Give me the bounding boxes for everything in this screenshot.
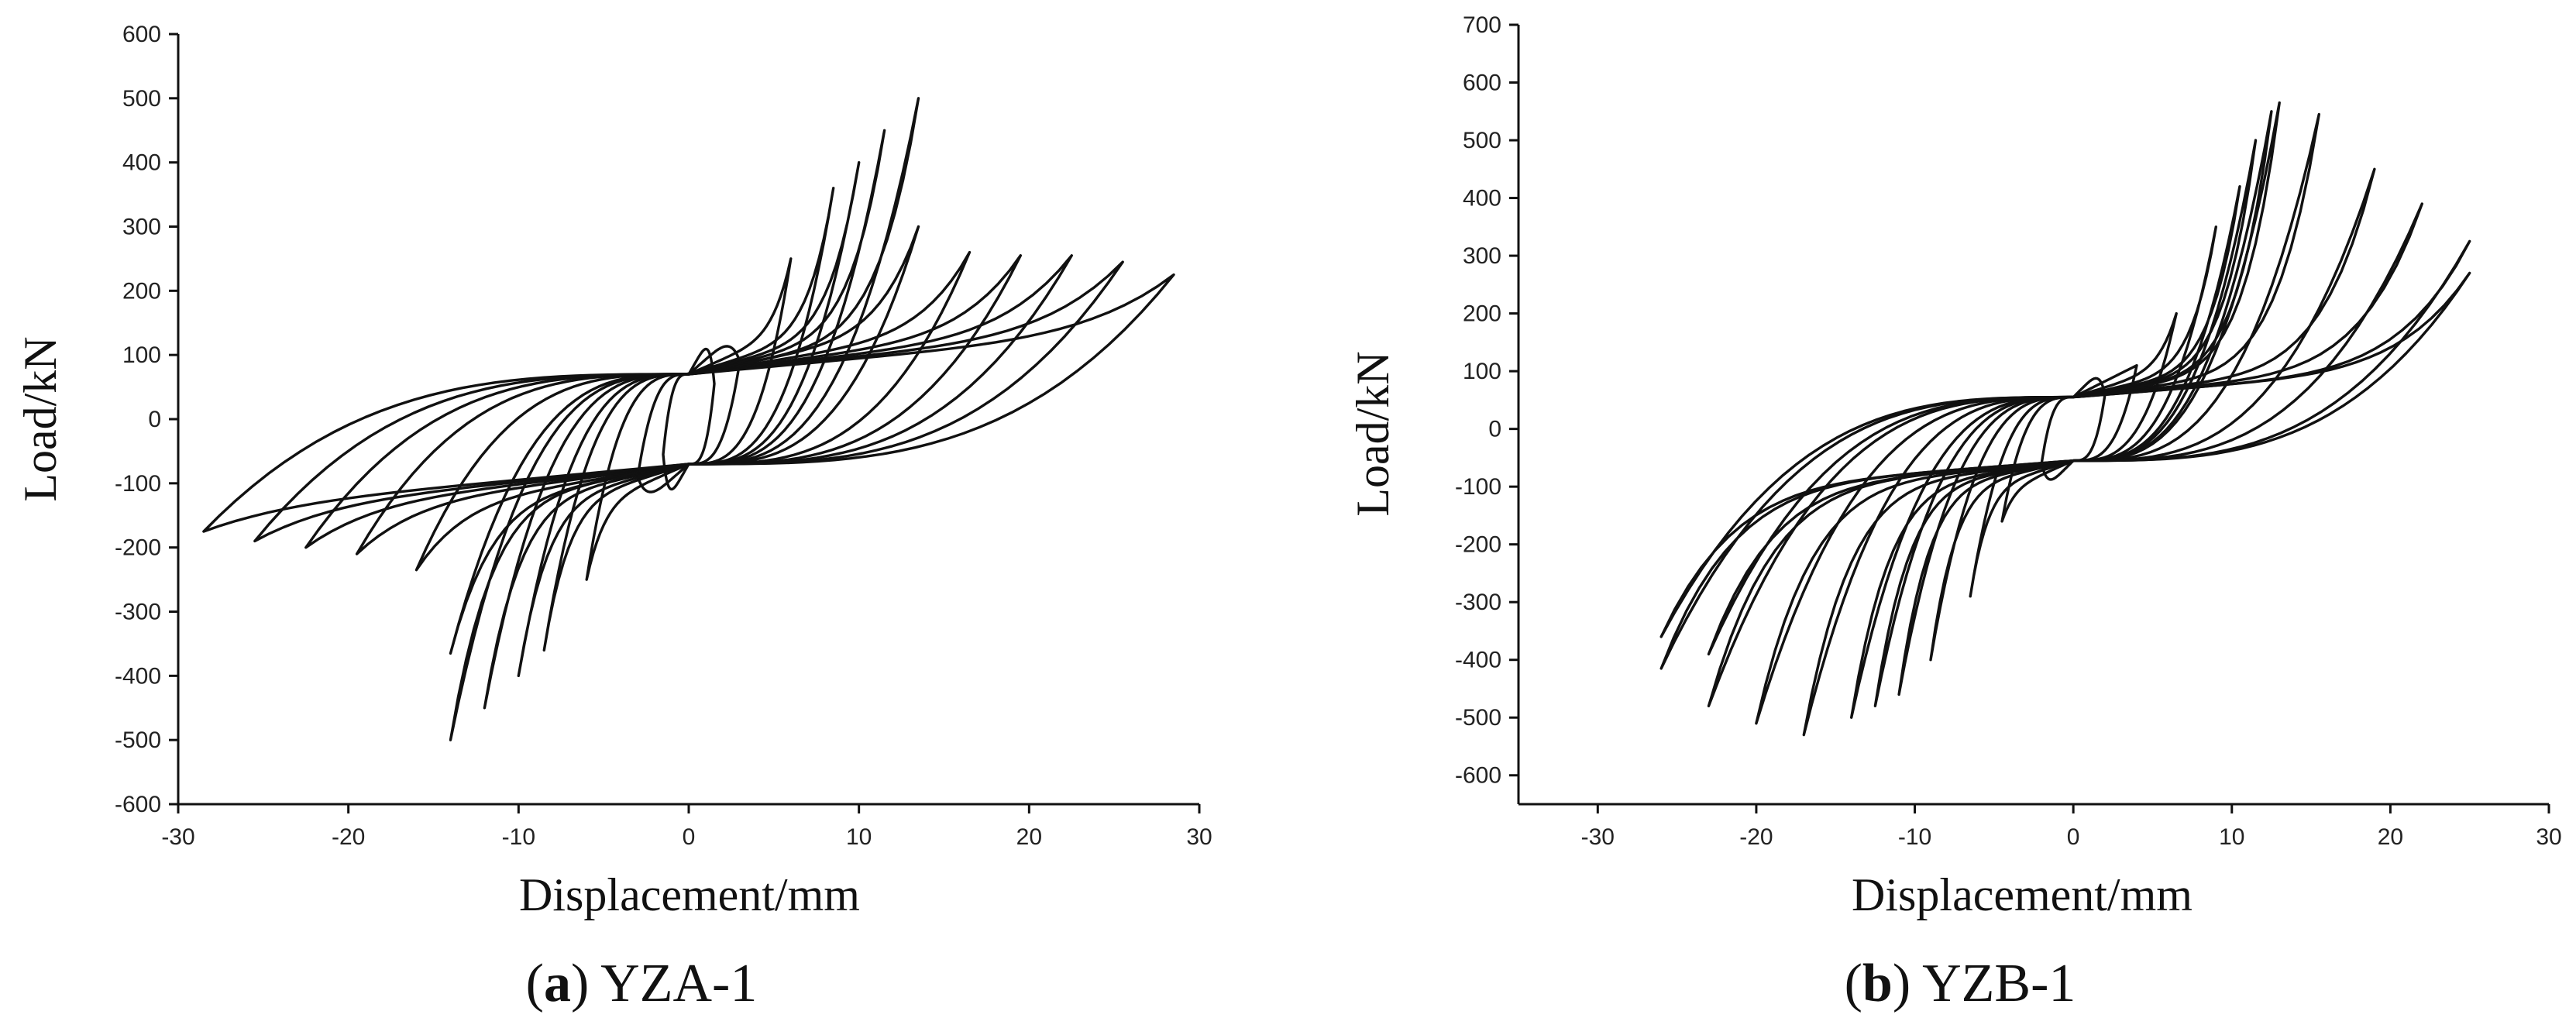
y-tick-label: -200 — [115, 535, 161, 561]
y-tick-label: 500 — [1463, 128, 1501, 153]
x-tick-label: -20 — [1739, 824, 1773, 850]
hysteresis-loop — [1659, 202, 2423, 670]
panel-b-x-ticks: -30 -20 -10 0 10 20 30 — [1581, 804, 2562, 850]
hysteresis-loop — [449, 97, 920, 741]
hysteresis-loop — [1659, 239, 2471, 638]
panel-a-y-ticks: -600 -500 -400 -300 -200 -100 0 100 200 300 400 500… — [115, 22, 178, 817]
hysteresis-loop — [517, 161, 861, 677]
x-tick-label: -20 — [332, 824, 365, 850]
y-tick-label: 600 — [1463, 71, 1501, 96]
hysteresis-loop — [483, 129, 886, 710]
panel-b-hysteresis-loops — [1659, 101, 2471, 737]
y-tick-label: 600 — [122, 22, 161, 47]
panel-b-caption-name: YZB-1 — [1922, 954, 2076, 1013]
y-tick-label: 100 — [122, 342, 161, 368]
hysteresis-loop — [355, 254, 1022, 555]
y-tick-label: -300 — [115, 600, 161, 625]
y-tick-label: -300 — [1455, 590, 1501, 615]
x-tick-label: 30 — [1186, 824, 1212, 850]
panel-a-x-axis-label: Displacement/mm — [519, 869, 860, 920]
y-tick-label: 500 — [122, 86, 161, 112]
hysteresis-loop — [1929, 225, 2217, 662]
y-tick-label: -100 — [115, 471, 161, 497]
x-tick-label: 20 — [1016, 824, 1042, 850]
x-tick-label: -30 — [1581, 824, 1615, 850]
y-tick-label: -500 — [1455, 705, 1501, 731]
y-tick-label: 200 — [1463, 301, 1501, 327]
x-tick-label: 20 — [2378, 824, 2403, 850]
hysteresis-loop — [1707, 271, 2471, 655]
y-tick-label: -600 — [115, 792, 161, 817]
x-tick-label: -10 — [1898, 824, 1931, 850]
y-tick-label: 100 — [1463, 359, 1501, 384]
y-tick-label: -100 — [1455, 474, 1501, 500]
panel-b-caption-letter: b — [1862, 954, 1893, 1013]
y-tick-label: 300 — [122, 215, 161, 240]
panel-b-chart: -600-500-400-300-200-1000100200300400500… — [1347, 12, 2562, 1013]
hysteresis-loop — [585, 257, 793, 581]
x-tick-label: 10 — [846, 824, 872, 850]
hysteresis-loop — [449, 225, 920, 655]
x-tick-label: -10 — [502, 824, 535, 850]
panel-a-caption-letter: a — [544, 954, 571, 1013]
x-tick-label: 30 — [2536, 824, 2561, 850]
y-tick-label: 200 — [122, 278, 161, 304]
hysteresis-loop — [662, 347, 716, 491]
y-tick-label: -500 — [115, 727, 161, 753]
x-tick-label: 10 — [2219, 824, 2244, 850]
panel-b-caption: (b) YZB-1 — [1845, 954, 2076, 1013]
hysteresis-loop — [414, 250, 972, 572]
x-tick-label: 0 — [2067, 824, 2080, 850]
y-tick-label: -600 — [1455, 763, 1501, 789]
panel-b-x-axis-label: Displacement/mm — [1852, 869, 2193, 920]
panel-a-y-axis-label: Load/kN — [15, 336, 66, 501]
y-tick-label: 700 — [1463, 12, 1501, 38]
hysteresis-loop — [202, 273, 1175, 533]
hysteresis-loop — [1969, 311, 2178, 598]
y-tick-label: 400 — [1463, 186, 1501, 212]
y-tick-label: -200 — [1455, 532, 1501, 558]
y-tick-label: 0 — [1488, 417, 1501, 442]
panel-a-caption: (a) YZA-1 — [526, 954, 758, 1013]
y-tick-label: 0 — [148, 407, 161, 432]
hysteresis-loop — [1707, 167, 2376, 707]
hysteresis-loop — [1897, 185, 2241, 696]
panel-a-x-ticks: -30 -20 -10 0 10 20 30 — [161, 804, 1212, 850]
panel-a-hysteresis-loops — [202, 97, 1175, 741]
hysteresis-loop — [304, 254, 1073, 549]
y-tick-label: -400 — [1455, 648, 1501, 673]
y-tick-label: -400 — [115, 663, 161, 689]
panel-a-caption-name: YZA-1 — [600, 954, 757, 1013]
panel-b-y-axis-label: Load/kN — [1347, 351, 1398, 516]
y-tick-label: 300 — [1463, 243, 1501, 269]
panel-a-chart: -600-500-400-300-200-1000100200300400500… — [15, 22, 1212, 1013]
hysteresis-loop — [1755, 112, 2320, 725]
panel-b-y-ticks: -600 -500 -400 -300 -200 -100 0 100 200 300 400 500… — [1455, 12, 1518, 789]
hysteresis-loop — [253, 260, 1124, 543]
hysteresis-loop — [542, 187, 835, 652]
x-tick-label: -30 — [161, 824, 194, 850]
x-tick-label: 0 — [683, 824, 696, 850]
y-tick-label: 400 — [122, 150, 161, 176]
